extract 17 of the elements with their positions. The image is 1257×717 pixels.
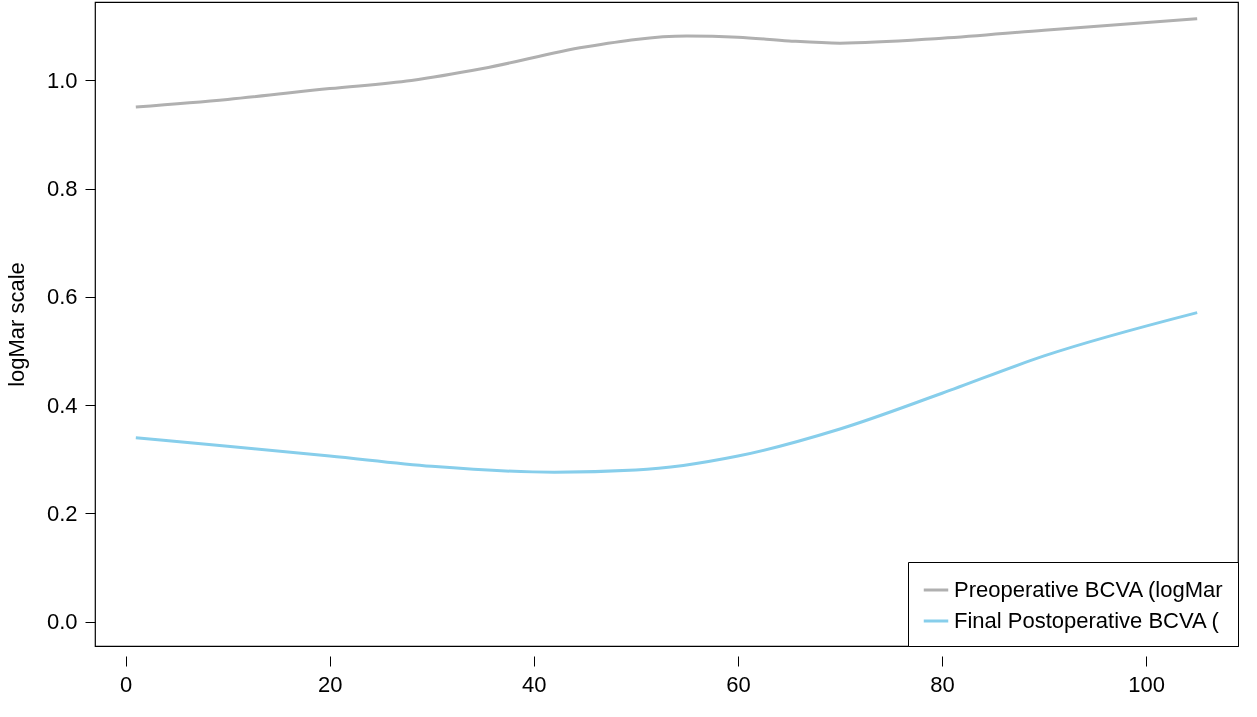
line-series: [134, 311, 1199, 474]
x-tick-label: 80: [930, 671, 955, 697]
x-tick-label: 20: [317, 671, 343, 697]
x-tick-label: 0: [119, 671, 133, 697]
legend-label: Preoperative BCVA (logMar: [954, 577, 1223, 602]
x-tick-label: 60: [726, 671, 751, 697]
y-tick-label: 1.0: [46, 67, 78, 93]
y-tick-label: 0.0: [46, 609, 78, 635]
y-tick-label: 0.4: [46, 392, 78, 418]
y-axis-title: logMar scale: [3, 262, 29, 387]
y-tick-label: 0.2: [46, 500, 78, 526]
x-tick-label: 100: [1128, 671, 1166, 697]
y-tick-label: 0.6: [46, 284, 78, 310]
legend-label: Final Postoperative BCVA (: [954, 608, 1220, 633]
y-tick-label: 0.8: [46, 176, 78, 202]
x-tick-label: 40: [522, 671, 547, 697]
line-series: [134, 17, 1199, 109]
